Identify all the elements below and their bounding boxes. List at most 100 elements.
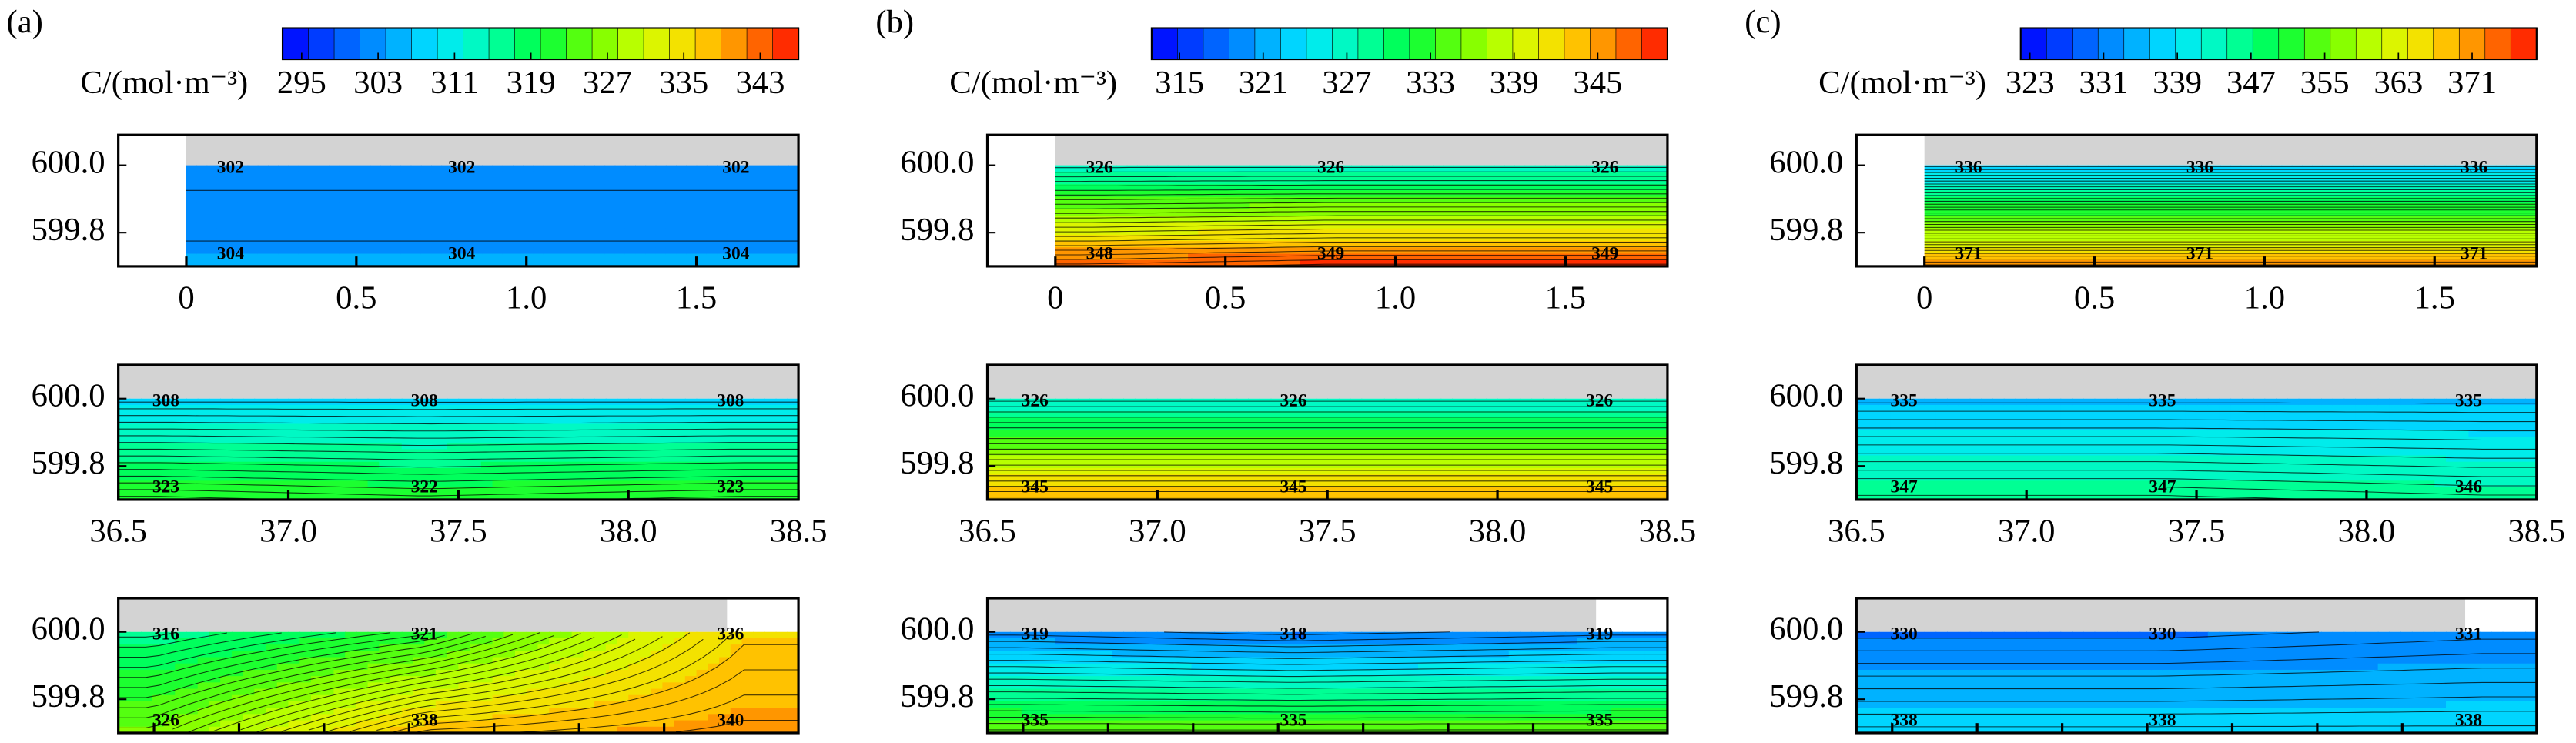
field-cell (360, 241, 371, 249)
contour-line (1055, 246, 1668, 251)
field-cell (400, 228, 412, 236)
field-cell (1585, 234, 1597, 242)
field-cell (350, 190, 361, 198)
field-cell (329, 178, 340, 186)
field-cell (1270, 423, 1283, 431)
field-cell (1229, 196, 1240, 204)
field-cell (1316, 430, 1329, 437)
field-cell (1371, 234, 1383, 242)
field-cell (278, 171, 289, 179)
field-cell (243, 443, 256, 450)
field-cell (662, 676, 674, 684)
field-cell (719, 644, 731, 652)
field-cell (1565, 165, 1577, 172)
field-cell (719, 417, 731, 425)
field-cell (322, 417, 335, 425)
field-cell (753, 644, 765, 652)
field-cell (753, 455, 765, 463)
field-cell (1259, 449, 1272, 457)
field-cell (1555, 228, 1567, 236)
field-cell (413, 676, 426, 684)
field-cell (560, 443, 573, 450)
field-cell (243, 701, 256, 709)
field-cell (1565, 259, 1577, 267)
field-cell (163, 461, 176, 469)
field-cell (197, 694, 210, 702)
field-cell (571, 449, 584, 457)
field-cell (492, 688, 505, 696)
field-cell (514, 694, 527, 702)
field-cell (617, 644, 630, 652)
field-cell (696, 480, 709, 488)
field-cell (1134, 430, 1147, 437)
field-cell (1044, 443, 1056, 450)
field-cell (1157, 216, 1169, 223)
field-cell (1565, 222, 1577, 229)
field-cell (1626, 234, 1638, 242)
field-cell (1611, 436, 1623, 443)
field-cell (662, 720, 674, 728)
contour-label: 308 (152, 390, 179, 410)
field-cell (441, 209, 453, 217)
field-cell (523, 228, 534, 236)
field-cell (333, 449, 346, 457)
field-cell (594, 708, 607, 715)
field-cell (1381, 259, 1393, 267)
field-cell (1032, 423, 1045, 431)
field-cell (676, 202, 687, 210)
field-cell (1112, 455, 1125, 463)
field-cell (298, 241, 309, 249)
field-cell (564, 202, 575, 210)
field-cell (999, 467, 1011, 475)
field-cell (1395, 398, 1408, 406)
field-cell (753, 726, 765, 734)
field-cell (451, 259, 463, 267)
field-cell (299, 443, 312, 450)
field-cell (1514, 222, 1526, 229)
field-cell (220, 726, 233, 734)
field-cell (617, 669, 630, 677)
field-cell (662, 449, 674, 457)
field-cell (554, 253, 565, 261)
field-cell (1474, 253, 1485, 261)
field-cell (1249, 234, 1260, 242)
field-cell (1248, 449, 1260, 457)
field-cell (696, 178, 708, 186)
field-cell (1169, 474, 1181, 482)
field-cell (662, 423, 674, 431)
field-cell (141, 430, 153, 437)
field-cell (118, 726, 131, 734)
field-cell (1531, 455, 1544, 463)
field-cell (1453, 184, 1464, 192)
field-cell (441, 196, 453, 204)
field-cell (787, 714, 799, 721)
field-cell (696, 461, 709, 469)
field-cell (1361, 228, 1373, 236)
field-cell (197, 676, 210, 684)
field-cell (1599, 467, 1612, 475)
field-cell (719, 411, 731, 419)
field-cell (514, 638, 527, 645)
field-cell (1236, 398, 1249, 406)
field-cell (431, 216, 443, 223)
x-tick-label: 38.5 (770, 514, 828, 550)
field-cell (1587, 430, 1601, 437)
field-cell (513, 234, 524, 242)
field-cell (1157, 196, 1169, 204)
field-cell (339, 247, 350, 255)
field-cell (458, 430, 470, 437)
contour-line (390, 644, 799, 734)
field-cell (1249, 178, 1260, 186)
field-cell (1270, 467, 1283, 475)
field-cell (276, 487, 289, 494)
field-cell (560, 417, 573, 425)
field-cell (662, 708, 674, 715)
field-cell (775, 461, 788, 469)
y-tick-label: 600.0 (900, 144, 974, 180)
field-cell (574, 222, 585, 229)
contour-line (118, 632, 336, 668)
field-cell (584, 259, 595, 267)
field-cell (604, 241, 616, 249)
field-cell (451, 247, 463, 255)
field-cell (1100, 474, 1113, 482)
